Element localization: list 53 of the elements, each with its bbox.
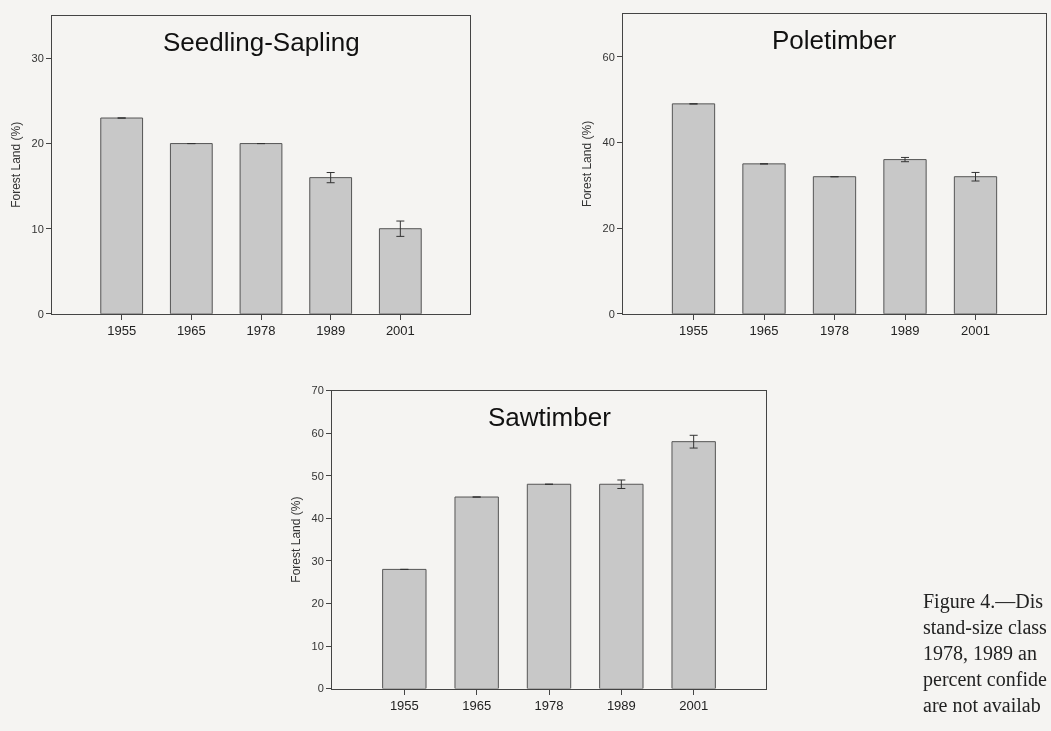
x-tick-label: 2001 xyxy=(961,323,990,339)
y-tick-label: 20 xyxy=(311,597,324,610)
y-tick-label: 20 xyxy=(31,137,44,150)
y-tick-label: 0 xyxy=(317,682,324,695)
bar xyxy=(239,143,283,314)
x-tick-label: 1965 xyxy=(176,323,206,339)
x-tick-label: 1978 xyxy=(820,323,849,339)
bar xyxy=(382,568,427,689)
bar xyxy=(169,143,213,314)
text: Sawtimber xyxy=(488,402,612,432)
bar xyxy=(100,117,144,314)
x-tick-label: 1955 xyxy=(107,323,137,339)
bar xyxy=(812,176,857,314)
x-tick-label: 2001 xyxy=(385,323,415,339)
y-tick-label: 40 xyxy=(311,512,324,525)
y-tick-label: 30 xyxy=(311,554,324,567)
y-axis-title: Forest Land (%) xyxy=(579,120,594,207)
bar xyxy=(454,496,499,689)
x-tick-label: 1955 xyxy=(389,698,419,714)
caption: Figure 4.—Dis stand-size class 1978, 1989 an percent confide are not availab xyxy=(923,590,1048,716)
y-axis-title: Forest Land (%) xyxy=(288,496,303,583)
y-tick-label: 70 xyxy=(311,384,324,397)
text: Poletimber xyxy=(772,25,897,55)
x-tick-label: 1978 xyxy=(534,698,564,714)
y-tick-label: 40 xyxy=(602,136,615,149)
text: Seedling-Sapling xyxy=(163,27,360,57)
x-tick-label: 1965 xyxy=(462,698,492,714)
bar xyxy=(526,483,572,689)
x-tick-label: 1989 xyxy=(890,323,920,339)
bar xyxy=(599,483,644,689)
x-tick-label: 2001 xyxy=(679,698,709,714)
bar xyxy=(742,163,786,314)
bar xyxy=(309,177,353,314)
bar xyxy=(378,228,422,314)
y-tick-label: 10 xyxy=(311,639,324,652)
x-tick-label: 1978 xyxy=(246,323,276,339)
bar xyxy=(953,176,998,314)
y-tick-label: 0 xyxy=(37,307,44,320)
x-tick-label: 1965 xyxy=(749,323,779,339)
x-tick-label: 1989 xyxy=(606,698,636,714)
bar xyxy=(671,103,716,314)
x-tick-label: 1955 xyxy=(679,323,708,339)
y-axis-title: Forest Land (%) xyxy=(8,121,23,208)
y-tick-label: 60 xyxy=(602,50,615,63)
y-tick-label: 0 xyxy=(608,307,615,320)
y-tick-label: 20 xyxy=(602,222,615,234)
y-tick-label: 60 xyxy=(311,427,324,440)
y-tick-label: 50 xyxy=(311,469,324,482)
y-tick-label: 10 xyxy=(31,222,44,235)
x-tick-label: 1989 xyxy=(316,323,346,339)
bar xyxy=(883,159,927,314)
y-tick-label: 30 xyxy=(31,52,44,65)
bar xyxy=(671,441,716,689)
